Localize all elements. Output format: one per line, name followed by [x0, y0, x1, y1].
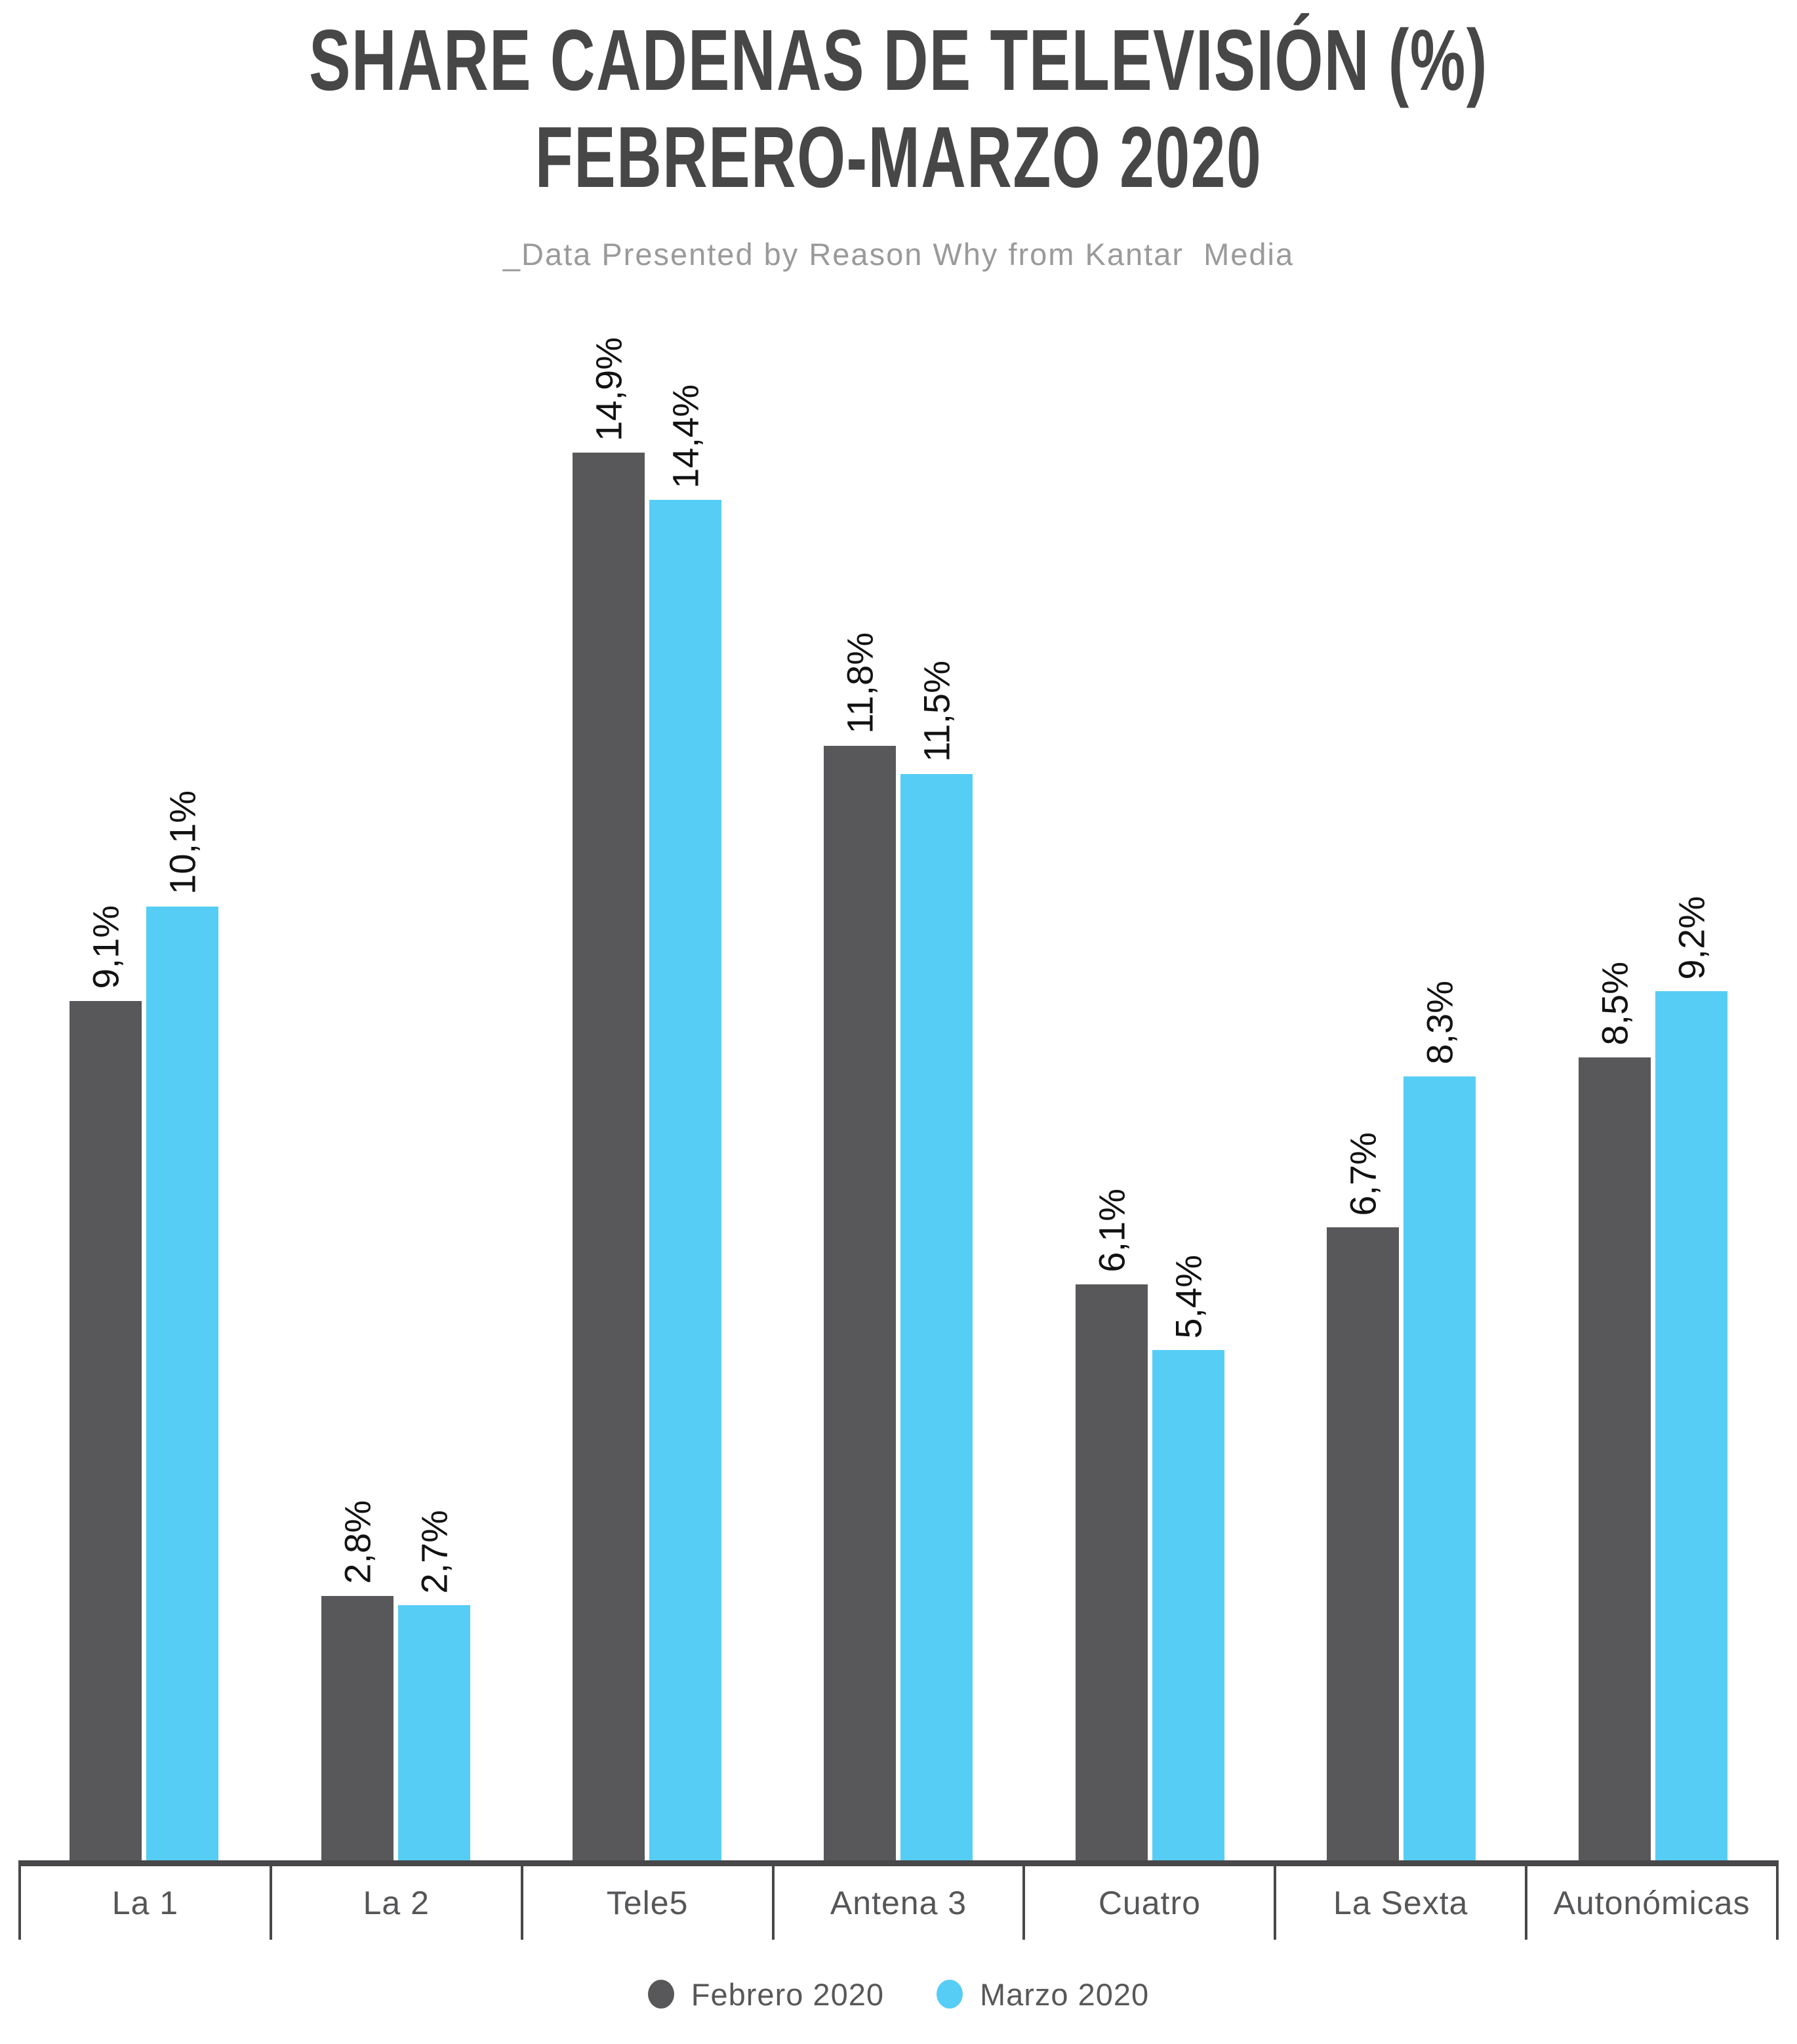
bar-group-antena-3: 11,8% 11,5% [773, 0, 1024, 1860]
bar-group-la-sexta: 6,7% 8,3% [1276, 0, 1527, 1860]
bar-marzo-2020-la-1: 10,1% [146, 790, 219, 1860]
bar-marzo-2020-tele5: 14,4% [649, 384, 722, 1860]
plot-area: 9,1% 10,1% 2,8% 2,7% 14,9% 14,4% 11,8% 11,5% 6,1… [18, 0, 1779, 1860]
title-block: SHARE CADENAS DE TELEVISIÓN (%) FEBRERO-… [0, 12, 1797, 206]
bar-marzo-2020-la-sexta: 8,3% [1403, 981, 1476, 1860]
bar-febrero-2020-la-2: 2,8% [321, 1500, 394, 1860]
category-label-cuatro: Cuatro [1025, 1866, 1277, 1940]
bar-group-tele5: 14,9% 14,4% [521, 0, 773, 1860]
bar-marzo-2020-antena-3: 11,5% [900, 661, 973, 1860]
value-label-marzo-2020-tele5: 14,4% [664, 384, 706, 489]
bar-group-la-2: 2,8% 2,7% [270, 0, 521, 1860]
category-label-la-2: La 2 [272, 1866, 523, 1940]
bar-febrero-2020-tele5: 14,9% [573, 337, 645, 1860]
legend-item-febrero-2020: Febrero 2020 [647, 1976, 884, 2013]
bar-febrero-2020-la-sexta: 6,7% [1327, 1132, 1400, 1860]
legend-item-marzo-2020: Marzo 2020 [936, 1976, 1150, 2013]
x-axis-line [18, 1860, 1779, 1866]
legend: Febrero 2020 Marzo 2020 [0, 1968, 1797, 2020]
chart-title-line-2: FEBRERO-MARZO 2020 [535, 108, 1262, 205]
value-label-febrero-2020-la-sexta: 6,7% [1342, 1132, 1384, 1216]
value-label-febrero-2020-la-2: 2,8% [336, 1500, 378, 1584]
value-label-marzo-2020-autonomicas: 9,2% [1670, 895, 1712, 980]
bar-group-la-1: 9,1% 10,1% [18, 0, 270, 1860]
bar-group-cuatro: 6,1% 5,4% [1024, 0, 1276, 1860]
legend-label: Marzo 2020 [979, 1976, 1150, 2012]
value-label-marzo-2020-la-1: 10,1% [161, 790, 203, 895]
category-label-tele5: Tele5 [523, 1866, 775, 1940]
chart-title-line-1: SHARE CADENAS DE TELEVISIÓN (%) [309, 12, 1488, 108]
category-label-autonomicas: Autonómicas [1527, 1866, 1779, 1940]
value-label-marzo-2020-antena-3: 11,5% [916, 661, 958, 762]
value-label-febrero-2020-tele5: 14,9% [588, 337, 630, 441]
bar-febrero-2020-autonomicas: 8,5% [1578, 962, 1651, 1860]
category-label-antena-3: Antena 3 [775, 1866, 1026, 1940]
value-label-marzo-2020-cuatro: 5,4% [1167, 1254, 1209, 1339]
bar-febrero-2020-la-1: 9,1% [70, 905, 142, 1860]
value-label-febrero-2020-autonomicas: 8,5% [1594, 962, 1636, 1046]
legend-swatch-icon [936, 1980, 963, 2009]
category-labels-strip: La 1 La 2 Tele5 Antena 3 Cuatro La Sexta Auton… [18, 1866, 1779, 1940]
legend-swatch-icon [647, 1980, 674, 2009]
chart-subtitle: _Data Presented by Reason Why from Kanta… [502, 237, 1295, 272]
value-label-marzo-2020-la-sexta: 8,3% [1419, 981, 1461, 1065]
bar-febrero-2020-cuatro: 6,1% [1075, 1189, 1148, 1860]
value-label-febrero-2020-antena-3: 11,8% [839, 632, 881, 734]
bar-febrero-2020-antena-3: 11,8% [824, 632, 897, 1860]
category-label-la-1: La 1 [18, 1866, 272, 1940]
legend-label: Febrero 2020 [691, 1976, 884, 2012]
bar-group-autonomicas: 8,5% 9,2% [1527, 0, 1779, 1860]
value-label-febrero-2020-la-1: 9,1% [85, 905, 127, 989]
value-label-febrero-2020-cuatro: 6,1% [1091, 1188, 1133, 1273]
bar-marzo-2020-la-2: 2,7% [397, 1510, 470, 1860]
category-label-la-sexta: La Sexta [1276, 1866, 1528, 1940]
bar-marzo-2020-cuatro: 5,4% [1152, 1255, 1224, 1860]
value-label-marzo-2020-la-2: 2,7% [413, 1509, 455, 1594]
bar-marzo-2020-autonomicas: 9,2% [1655, 896, 1727, 1860]
